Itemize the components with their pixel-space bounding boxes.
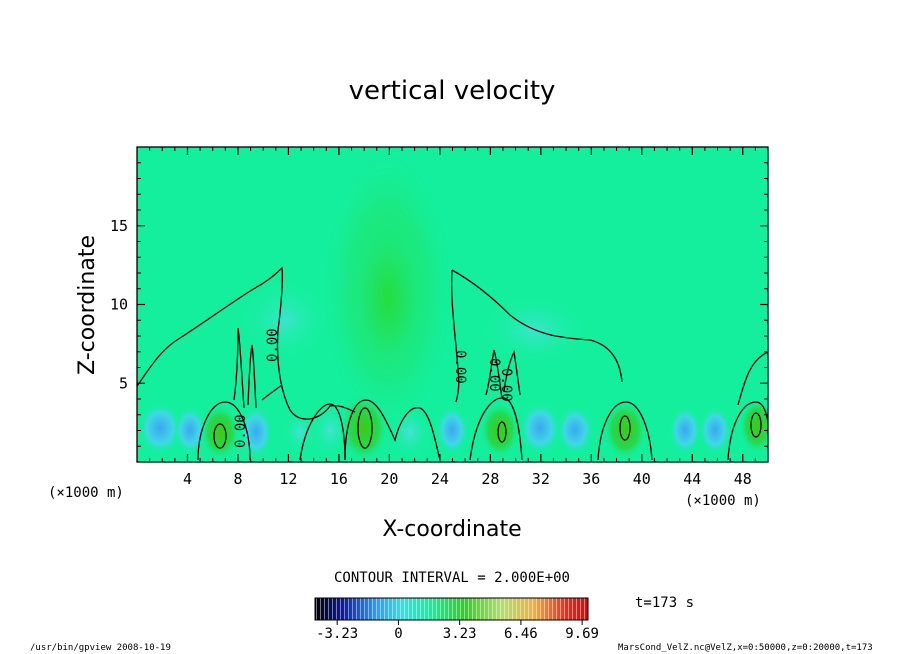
colorbar-ticks: -3.23 0 3.23 6.46 9.69 bbox=[316, 620, 599, 642]
colorbar bbox=[314, 597, 589, 621]
x-unit-right: (×1000 m) bbox=[685, 493, 761, 509]
contour-small-1 bbox=[485, 349, 503, 399]
contour-label: 0.00 bbox=[498, 368, 514, 402]
contour-cell-3 bbox=[344, 399, 441, 461]
footer-right: MarsCond_VelZ.nc@VelZ,x=0:50000,z=0:2000… bbox=[618, 643, 873, 653]
contour-cell-2 bbox=[299, 403, 346, 461]
contour-left-lobe bbox=[233, 327, 245, 409]
x-tick-label: 8 bbox=[233, 470, 242, 488]
contour-inner-1 bbox=[213, 423, 227, 449]
contour-label: 0.00 bbox=[452, 350, 468, 384]
contour-label-group: 0.00 0.00 0.00 0.00 0.00 bbox=[233, 328, 514, 448]
x-tick-label: 40 bbox=[633, 470, 651, 488]
contour-cell-1 bbox=[197, 401, 251, 461]
colorbar-tick-label: -3.23 bbox=[316, 626, 358, 642]
x-tick-label: 16 bbox=[330, 470, 348, 488]
contour-inner-5 bbox=[750, 412, 762, 438]
x-axis: 4 8 12 16 20 24 28 32 36 40 44 48 bbox=[149, 147, 756, 488]
contour-label: 0.00 bbox=[265, 328, 281, 362]
footer-left: /usr/bin/gpview 2008-10-19 bbox=[30, 643, 171, 653]
y-tick-label: 15 bbox=[110, 217, 128, 235]
contour-cell-5 bbox=[597, 401, 653, 461]
x-unit-left: (×1000 m) bbox=[48, 485, 124, 501]
x-tick-label: 20 bbox=[380, 470, 398, 488]
contour-edge-right bbox=[737, 351, 768, 406]
contour-inner-2 bbox=[357, 407, 373, 449]
contour-interval-label: CONTOUR INTERVAL = 2.000E+00 bbox=[334, 570, 570, 586]
contour-mid-left bbox=[261, 384, 283, 401]
x-tick-label: 36 bbox=[582, 470, 600, 488]
colorbar-tick-label: 0 bbox=[394, 626, 402, 642]
x-tick-label: 32 bbox=[532, 470, 550, 488]
x-tick-label: 28 bbox=[481, 470, 499, 488]
contour-label: 0.00 bbox=[486, 358, 502, 392]
y-axis-label: Z-coordinate bbox=[75, 235, 100, 375]
contour-left-lobe-2 bbox=[247, 344, 257, 409]
contour-cell-4 bbox=[469, 397, 523, 461]
y-tick-label: 5 bbox=[119, 374, 128, 392]
y-tick-label: 10 bbox=[110, 296, 128, 314]
zero-contour-left bbox=[137, 266, 356, 420]
colorbar-tick-label: 3.23 bbox=[443, 626, 477, 642]
contour-cell-6 bbox=[727, 401, 768, 461]
x-tick-label: 44 bbox=[683, 470, 701, 488]
x-tick-label: 24 bbox=[431, 470, 449, 488]
contour-inner-4 bbox=[619, 415, 631, 441]
chart-title: vertical velocity bbox=[348, 76, 556, 106]
contour-inner-3 bbox=[497, 421, 507, 443]
contour-central-gap bbox=[450, 269, 460, 403]
y-axis: 5 10 15 bbox=[110, 162, 768, 447]
colorbar-tick-label: 6.46 bbox=[504, 626, 538, 642]
heatmap-field bbox=[137, 147, 768, 462]
x-axis-label: X-coordinate bbox=[382, 517, 521, 542]
zero-contour-right bbox=[451, 269, 623, 383]
x-tick-label: 48 bbox=[734, 470, 752, 488]
time-label: t=173 s bbox=[635, 595, 694, 611]
x-tick-label: 4 bbox=[183, 470, 192, 488]
contour-label: 0.00 bbox=[233, 414, 249, 448]
contour-small-2 bbox=[503, 349, 521, 396]
x-tick-label: 12 bbox=[279, 470, 297, 488]
colorbar-tick-label: 9.69 bbox=[565, 626, 599, 642]
contour-lines bbox=[137, 266, 768, 461]
